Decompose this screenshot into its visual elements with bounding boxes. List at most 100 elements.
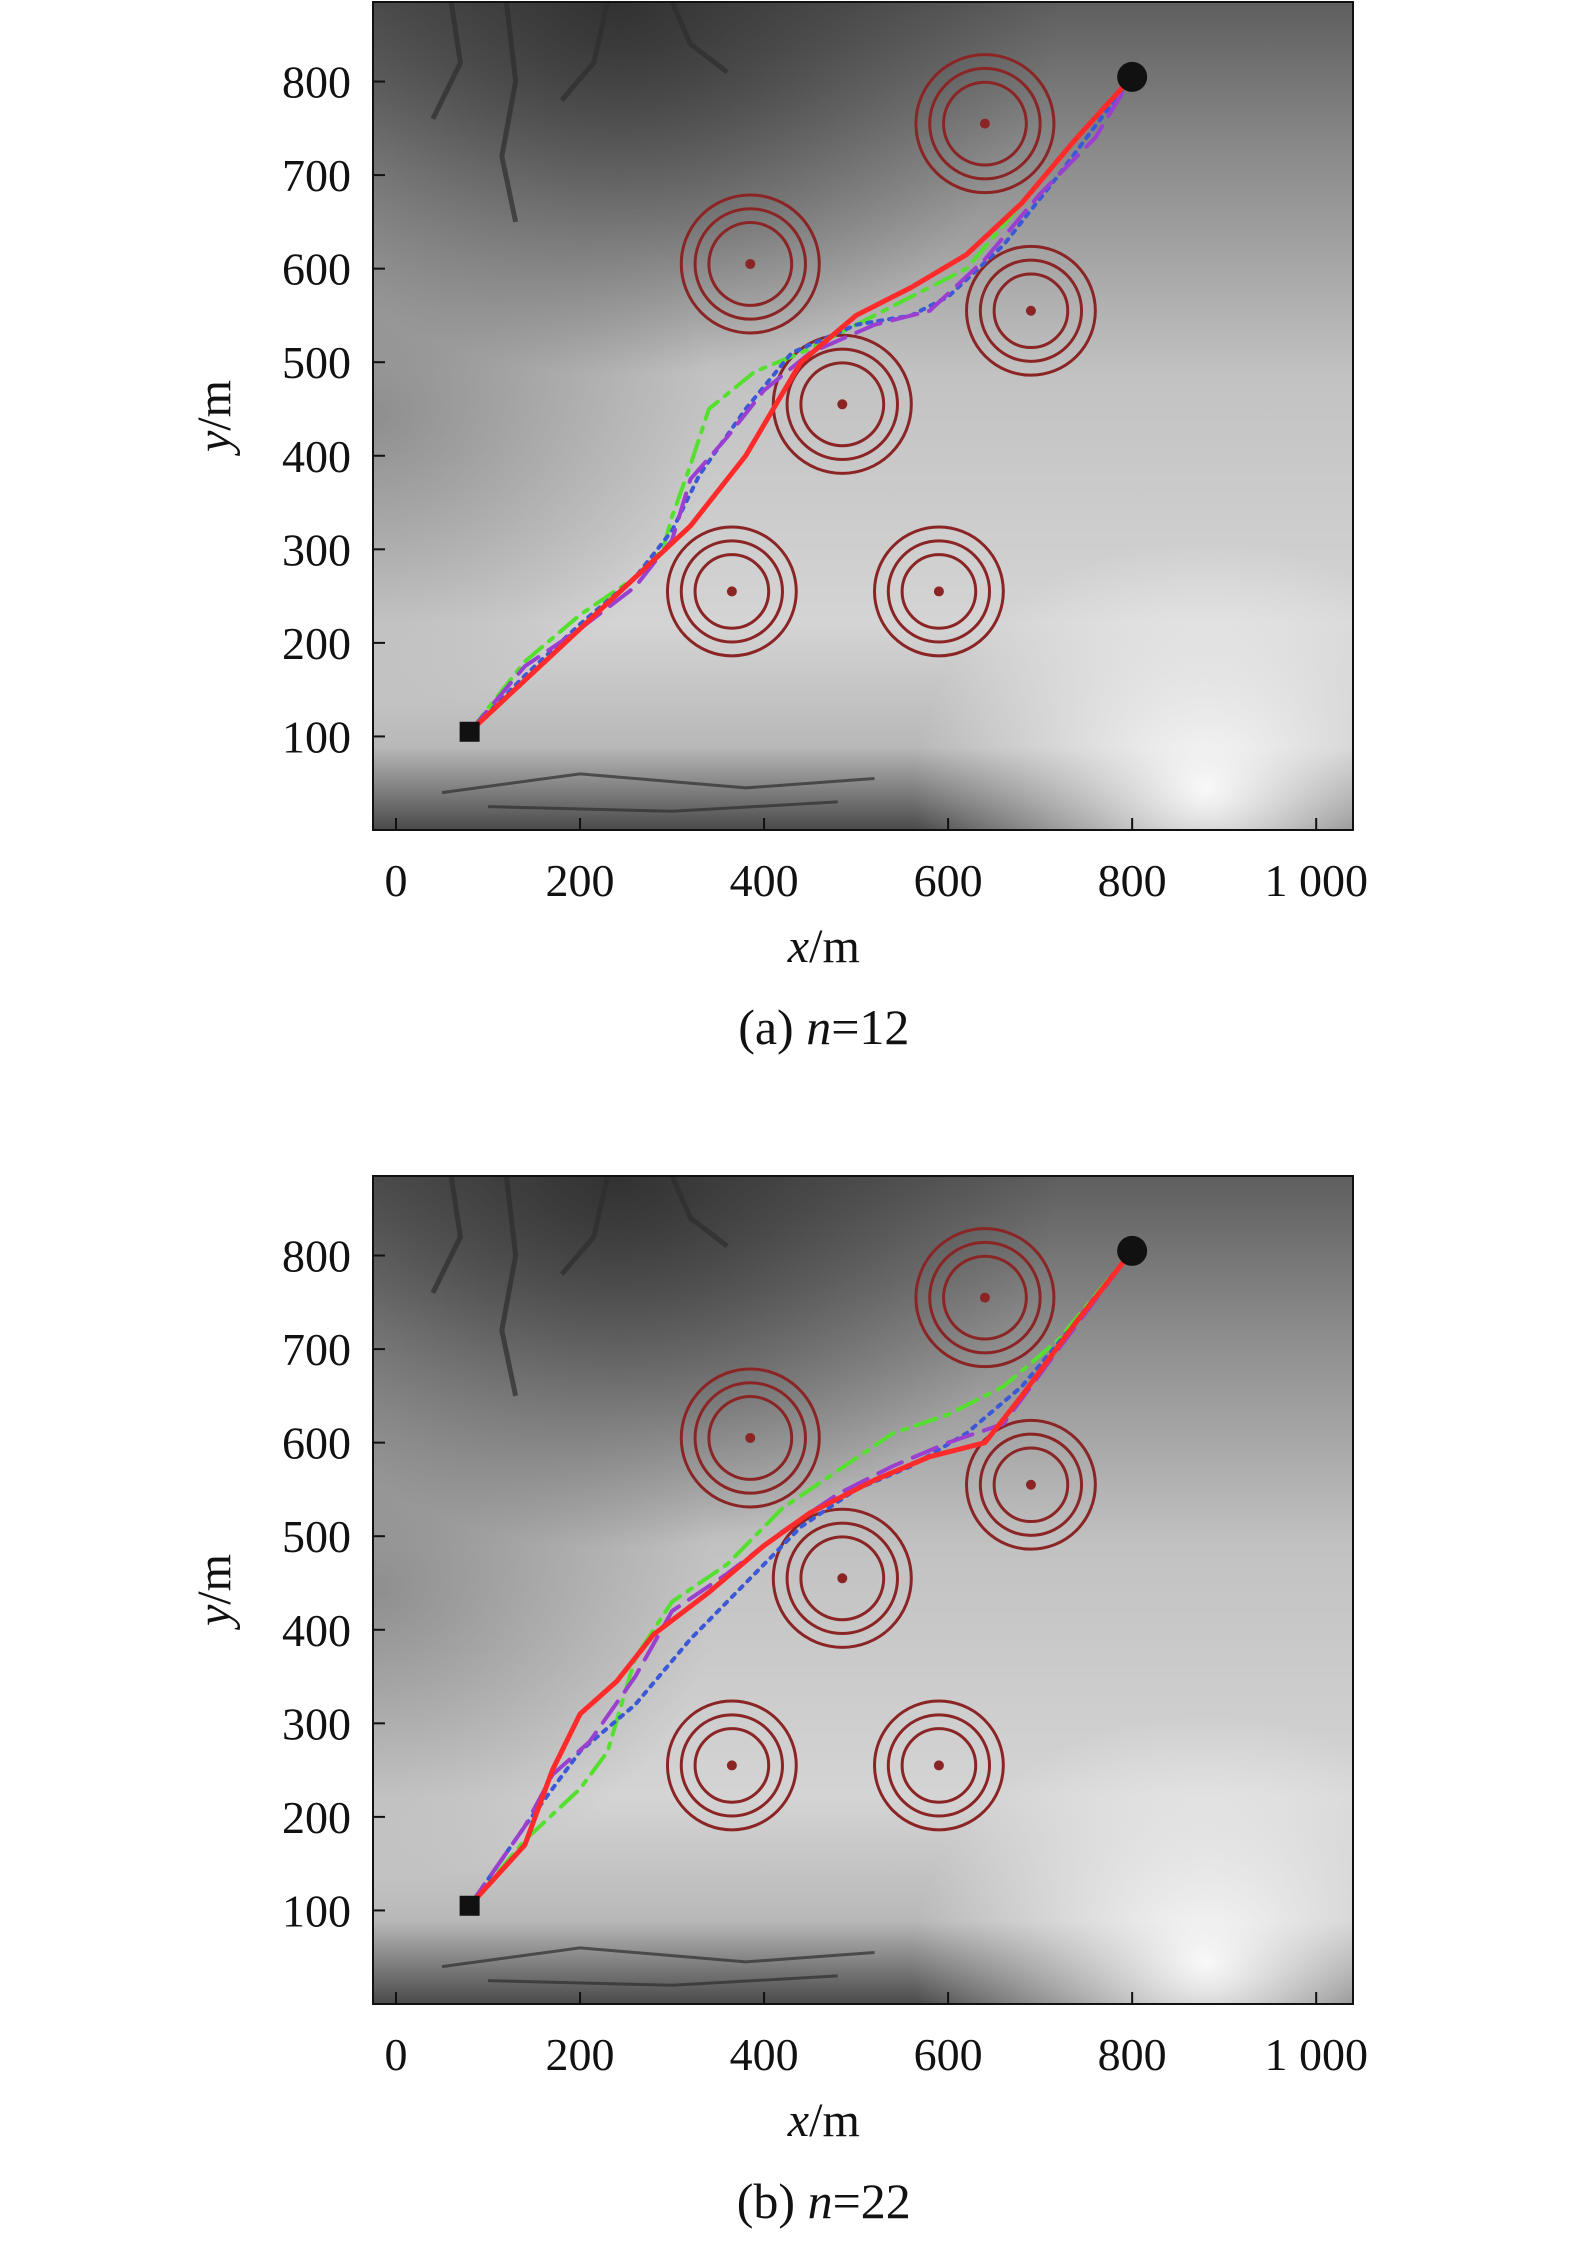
threat-center xyxy=(726,1760,737,1771)
plot-frame xyxy=(372,1175,1354,2005)
x-tick-label: 600 xyxy=(914,855,983,906)
threat-ring xyxy=(693,207,807,321)
threat-center xyxy=(837,399,848,410)
threat-ring xyxy=(665,1699,798,1832)
threat-center xyxy=(1025,305,1036,316)
path-series-solid xyxy=(467,1248,1135,1909)
path-series-dotted xyxy=(467,74,1135,734)
path-series-dashdot xyxy=(467,74,1135,734)
threat-ring xyxy=(771,1507,913,1649)
path-series-group xyxy=(467,74,1135,735)
terrain-ridge xyxy=(499,1176,519,1397)
threat-ring xyxy=(900,553,978,630)
threat-ring xyxy=(992,272,1070,350)
threat-ring xyxy=(707,221,794,307)
y-tick-label: 400 xyxy=(282,431,351,482)
threat-ring xyxy=(965,1418,1097,1551)
y-tick-label: 200 xyxy=(282,1792,351,1843)
terrain-ridge xyxy=(487,1974,838,1987)
threat-zones xyxy=(665,1227,1097,1832)
threat-ring xyxy=(785,347,900,462)
threat-ring xyxy=(914,1227,1056,1369)
x-tick-label: 800 xyxy=(1098,855,1167,906)
threat-center xyxy=(726,586,737,597)
threat-ring xyxy=(799,361,886,448)
goal-marker xyxy=(1117,61,1148,92)
threat-ring xyxy=(785,1521,900,1636)
path-series-dashdot xyxy=(467,1248,1135,1908)
threat-ring xyxy=(873,525,1005,658)
y-axis-label: y/m xyxy=(188,1554,241,1631)
panel-a: 0 200 400 600 800 1 000 100 200 300 400 500 600 700 8… xyxy=(188,1,1368,1055)
y-axis-label: y/m xyxy=(188,380,241,457)
threat-ring xyxy=(873,1699,1005,1832)
x-axis-label: x/m xyxy=(787,2094,860,2147)
threat-ring xyxy=(679,1713,784,1818)
threat-center xyxy=(933,1760,944,1771)
threat-ring xyxy=(942,80,1028,167)
y-tick-label: 300 xyxy=(282,1698,351,1749)
x-tick-label: 200 xyxy=(546,2029,615,2080)
x-tick-label: 0 xyxy=(385,2029,408,2080)
threat-ring xyxy=(928,1240,1042,1355)
threat-ring xyxy=(914,53,1056,195)
threat-ring xyxy=(679,539,784,644)
threat-ring xyxy=(799,1535,886,1622)
terrain-ridge xyxy=(499,2,519,223)
y-tick-label: 500 xyxy=(282,337,351,388)
y-tick-label: 200 xyxy=(282,618,351,669)
y-tick-label: 800 xyxy=(282,1231,351,1282)
threat-center xyxy=(745,1432,756,1443)
terrain-ridge xyxy=(559,1176,611,1276)
panel-caption: (a) n=12 xyxy=(738,999,909,1055)
threat-ring xyxy=(679,193,821,335)
threat-ring xyxy=(942,1254,1028,1341)
threat-ring xyxy=(978,258,1084,363)
threat-ring xyxy=(693,553,771,630)
threat-ring xyxy=(693,1727,771,1804)
x-axis-label: x/m xyxy=(787,920,860,973)
x-tick-label: 400 xyxy=(730,2029,799,2080)
x-tick-label: 800 xyxy=(1098,2029,1167,2080)
y-tick-label: 500 xyxy=(282,1511,351,1562)
plot-frame xyxy=(372,1,1354,831)
threat-center xyxy=(837,1573,848,1584)
goal-marker xyxy=(1117,1235,1148,1266)
threat-center xyxy=(933,586,944,597)
x-tick-label: 600 xyxy=(914,2029,983,2080)
x-tick-label: 0 xyxy=(385,855,408,906)
threat-ring xyxy=(679,1367,821,1509)
terrain-ridge xyxy=(430,2,464,121)
threat-ring xyxy=(886,539,992,644)
threat-center xyxy=(745,258,756,269)
path-series-group xyxy=(467,1248,1135,1909)
threat-ring xyxy=(900,1727,978,1804)
threat-center xyxy=(979,118,990,129)
threat-ring xyxy=(928,66,1042,181)
terrain-ridge xyxy=(441,772,875,795)
threat-ring xyxy=(965,244,1097,377)
y-tick-label: 100 xyxy=(282,711,351,762)
panel-b: 0 200 400 600 800 1 000 100 200 300 400 500 600 700 8… xyxy=(188,1175,1368,2229)
y-tick-label: 600 xyxy=(282,244,351,295)
y-tick-label: 600 xyxy=(282,1418,351,1469)
terrain-ridge xyxy=(430,1176,464,1295)
threat-ring xyxy=(693,1381,807,1495)
x-tick-label: 1 000 xyxy=(1264,855,1368,906)
threat-ring xyxy=(886,1713,992,1818)
terrain-ridge xyxy=(669,1176,729,1249)
y-tick-label: 700 xyxy=(282,150,351,201)
threat-ring xyxy=(978,1432,1084,1537)
threat-ring xyxy=(992,1446,1070,1524)
y-tick-label: 100 xyxy=(282,1885,351,1936)
x-tick-label: 400 xyxy=(730,855,799,906)
y-tick-label: 800 xyxy=(282,57,351,108)
y-tick-label: 400 xyxy=(282,1605,351,1656)
start-marker xyxy=(459,1895,480,1916)
threat-ring xyxy=(665,525,798,658)
terrain-ridge xyxy=(669,2,729,75)
panel-caption: (b) n=22 xyxy=(737,2173,911,2229)
threat-zones xyxy=(665,53,1097,658)
terrain-background xyxy=(373,1176,1353,2004)
